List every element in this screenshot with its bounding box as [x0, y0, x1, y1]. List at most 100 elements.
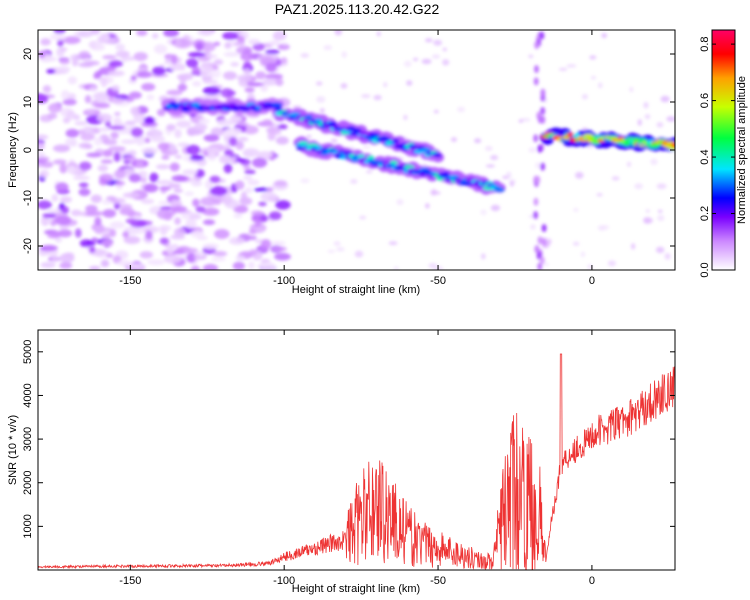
spectrogram-cell	[130, 106, 141, 116]
spectrogram-cell	[187, 52, 206, 58]
spectrogram-cell	[601, 32, 608, 39]
spectrogram-cell	[261, 261, 276, 270]
snr-ticks: -150 -100 -50 0 1000 2000 3000 4000 5000	[22, 330, 675, 587]
spectrogram-cell	[232, 261, 245, 270]
spectrogram-cell	[58, 224, 70, 230]
spectrogram-cell	[597, 82, 603, 89]
spectrogram-cell	[97, 113, 113, 123]
spectrogram-cell	[166, 124, 176, 131]
spectrogram-cell	[40, 56, 58, 62]
spectrogram-cell	[265, 73, 283, 80]
spectrogram-cell	[98, 127, 111, 133]
spectrogram-cell	[244, 187, 253, 194]
spectrogram-cell	[89, 246, 96, 253]
spectrogram-cell	[250, 210, 264, 216]
spectrogram-cell	[94, 216, 102, 226]
spectrogram-cell	[128, 263, 145, 269]
spectrogram-cell	[108, 60, 124, 68]
spectrogram-cell	[143, 116, 156, 125]
spectrogram-cell	[362, 145, 371, 149]
spectrogram-cell	[589, 55, 597, 60]
spectrogram-cell	[660, 95, 670, 103]
spectrogram-cell	[518, 119, 523, 123]
spectrogram-cell	[89, 86, 98, 92]
spectrogram-cell	[406, 80, 413, 86]
spectrogram-cell	[67, 76, 78, 85]
spectrogram-cell	[262, 78, 279, 86]
spectrogram-cell	[611, 176, 620, 181]
spectrogram-cell	[202, 243, 219, 250]
spectrogram-cell	[170, 54, 178, 65]
spectrogram-cell	[143, 137, 151, 144]
spectrogram-cell	[644, 114, 651, 120]
spectrogram-cell	[480, 253, 486, 260]
spectrogram-cell	[428, 263, 438, 269]
spectrogram-cell	[431, 191, 441, 195]
spectrogram-cell	[166, 245, 174, 255]
spectrogram-cell	[213, 59, 224, 66]
spectrogram-cell	[173, 39, 192, 49]
spectrogram-cell	[657, 209, 663, 213]
spectrogram-cell	[316, 96, 326, 103]
spectrogram-cell	[656, 183, 667, 190]
spectrogram-cell	[62, 98, 77, 106]
spectrogram-cell	[102, 55, 117, 60]
spectrogram-cell	[637, 119, 643, 126]
spectrogram-cell	[334, 30, 343, 36]
spectrogram-cell	[330, 138, 338, 144]
spectrogram-cell	[319, 108, 325, 113]
spectrogram-cell	[277, 124, 288, 130]
spectrogram-cell	[314, 145, 323, 151]
spectrogram-cell	[40, 244, 58, 252]
spectrogram-cell	[92, 91, 111, 101]
spectrogram-cell	[494, 187, 505, 193]
spectrogram-cell	[572, 133, 581, 138]
spectrogram-cell	[66, 110, 76, 120]
spectrogram-cell	[40, 219, 53, 224]
spectrogram-cell	[431, 54, 441, 59]
spectrogram-cell	[120, 139, 137, 145]
spectrogram-cell	[210, 127, 224, 137]
spectrogram-cell	[537, 262, 543, 270]
spectrogram-cell	[541, 237, 547, 246]
spectrogram-cell	[163, 30, 180, 38]
colorbar-tick-label: 0.2	[699, 206, 711, 221]
x-tick-label: -50	[430, 575, 446, 587]
spectrogram-cell	[114, 169, 126, 179]
spectrogram-cell	[115, 50, 130, 58]
spectrogram-cell	[237, 136, 249, 142]
y-tick-label: 0	[22, 147, 34, 153]
spectrogram-cell	[257, 150, 273, 159]
spectrogram-cell	[244, 87, 255, 93]
spectrogram-cell	[100, 259, 110, 268]
spectrogram-cell	[199, 64, 214, 73]
spectrogram-cell	[118, 203, 133, 210]
spectrogram-cell	[391, 138, 400, 144]
spectrogram-cell	[657, 214, 665, 222]
spectrogram-cell	[128, 91, 142, 99]
spectrogram-cell	[74, 228, 82, 238]
spectrogram-cell	[233, 213, 243, 219]
spectrogram-cell	[49, 103, 60, 108]
spectrogram-cell	[192, 80, 202, 87]
spectrogram-cell	[480, 209, 487, 216]
spectrogram-ylabel: Frequency (Hz)	[7, 112, 19, 188]
y-tick-label: 20	[22, 48, 34, 60]
spectrogram-cell	[83, 126, 95, 133]
spectrogram-cell	[115, 180, 126, 186]
spectrogram-cell	[200, 196, 218, 207]
spectrogram-cell	[93, 137, 103, 146]
spectrogram-cell	[141, 83, 156, 91]
spectrogram-cell	[190, 230, 205, 238]
spectrogram-cell	[243, 61, 252, 69]
spectrogram-cell	[101, 149, 113, 157]
spectrogram-cell	[139, 176, 148, 183]
spectrogram-cell	[643, 101, 649, 109]
spectrogram-cell	[192, 198, 200, 208]
spectrogram-cell	[253, 187, 271, 192]
spectrogram-cell	[94, 102, 111, 109]
spectrogram-cell	[235, 141, 244, 150]
spectrogram-cell	[42, 213, 57, 219]
spectrogram-cell	[128, 173, 142, 183]
spectrogram-cell	[315, 81, 323, 86]
